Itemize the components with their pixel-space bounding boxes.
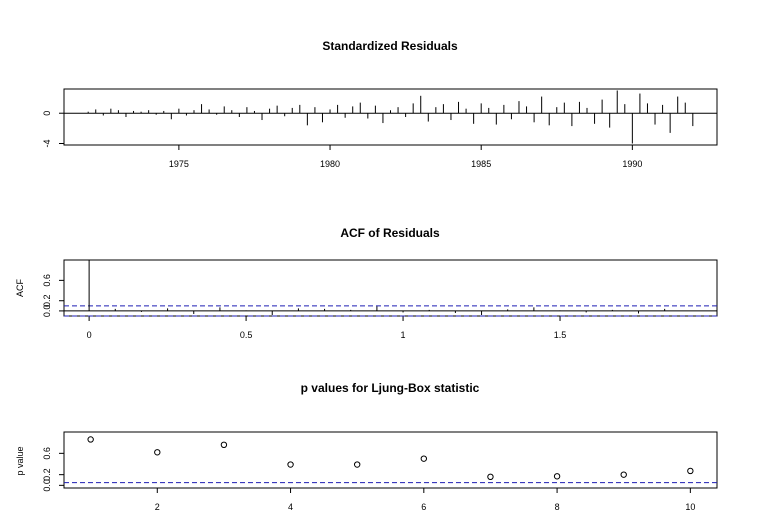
x-tick-label: 0 bbox=[87, 330, 92, 340]
ljungbox-ylabel: p value bbox=[15, 446, 25, 475]
y-tick-label: 0 bbox=[42, 111, 52, 116]
plot-frame-0 bbox=[63, 88, 718, 146]
x-tick-label: 4 bbox=[288, 502, 293, 512]
y-tick-label: -4 bbox=[42, 139, 52, 147]
plot-frame-2 bbox=[63, 431, 718, 489]
x-tick-label: 10 bbox=[685, 502, 695, 512]
y-tick-label: 0.2 bbox=[42, 468, 52, 481]
pvalue-point bbox=[353, 461, 361, 468]
pvalue-point bbox=[687, 467, 694, 475]
y-tick-label: 0.6 bbox=[42, 274, 52, 287]
pvalue-point bbox=[154, 449, 161, 456]
acf-ylabel: ACF bbox=[15, 278, 25, 297]
y-tick-label: 0.0 bbox=[42, 305, 52, 318]
y-tick-label: 0.0 bbox=[42, 479, 52, 492]
x-tick-label: 2 bbox=[155, 502, 160, 512]
x-tick-label: 1 bbox=[401, 330, 406, 340]
acf-panel: ACF of Residuals ACF 0 0.5 1 1.5 0.00.2 0.6 bbox=[15, 226, 718, 340]
x-tick-label: 1.5 bbox=[554, 330, 567, 340]
x-tick-label: 0.5 bbox=[240, 330, 253, 340]
pvalue-point bbox=[220, 441, 228, 448]
x-tick-label: 1975 bbox=[169, 159, 189, 169]
acf-title: ACF of Residuals bbox=[340, 226, 440, 240]
pvalue-point bbox=[553, 473, 561, 480]
residuals-panel: Standardized Residuals 1975 1980 1985 1990 -… bbox=[42, 39, 718, 169]
y-tick-label: 0.6 bbox=[42, 447, 52, 460]
x-tick-label: 1980 bbox=[320, 159, 340, 169]
pvalue-point bbox=[620, 471, 627, 478]
pvalue-point bbox=[87, 436, 94, 443]
pvalue-point bbox=[487, 473, 494, 480]
residuals-title: Standardized Residuals bbox=[322, 39, 458, 53]
pvalue-point bbox=[420, 455, 428, 462]
x-tick-label: 8 bbox=[555, 502, 560, 512]
ljungbox-title: p values for Ljung-Box statistic bbox=[301, 381, 480, 395]
plot-frame-1 bbox=[63, 259, 718, 317]
x-tick-label: 1985 bbox=[471, 159, 491, 169]
x-tick-label: 1990 bbox=[622, 159, 642, 169]
x-tick-label: 6 bbox=[421, 502, 426, 512]
y-tick-label: 0.2 bbox=[42, 294, 52, 307]
pvalue-point bbox=[287, 461, 294, 468]
ljungbox-panel: p values for Ljung-Box statistic p value… bbox=[15, 381, 718, 512]
